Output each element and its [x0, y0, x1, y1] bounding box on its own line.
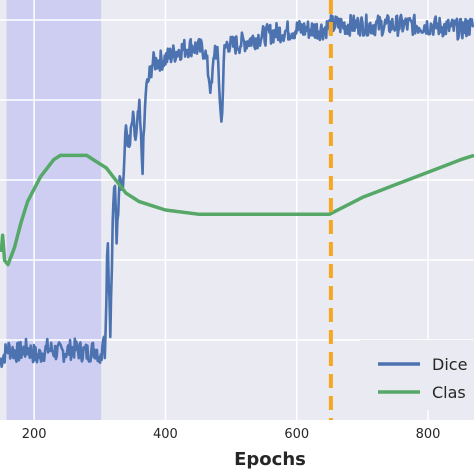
x-tick-label: 400 [153, 427, 178, 442]
series-line-clas [0, 153, 474, 267]
x-tick-label: 600 [284, 427, 309, 442]
legend-label-dice: Dice [432, 355, 467, 374]
x-tick-label: 200 [22, 427, 47, 442]
series-line-dice [0, 13, 474, 369]
series-layer [0, 13, 474, 369]
legend: Dice Clas [360, 340, 474, 410]
x-ticks: 200 400 600 800 [22, 427, 441, 442]
legend-label-clas: Clas [432, 383, 466, 402]
legend-box [360, 340, 474, 410]
x-tick-label: 800 [416, 427, 441, 442]
x-axis-label: Epochs [234, 449, 306, 470]
